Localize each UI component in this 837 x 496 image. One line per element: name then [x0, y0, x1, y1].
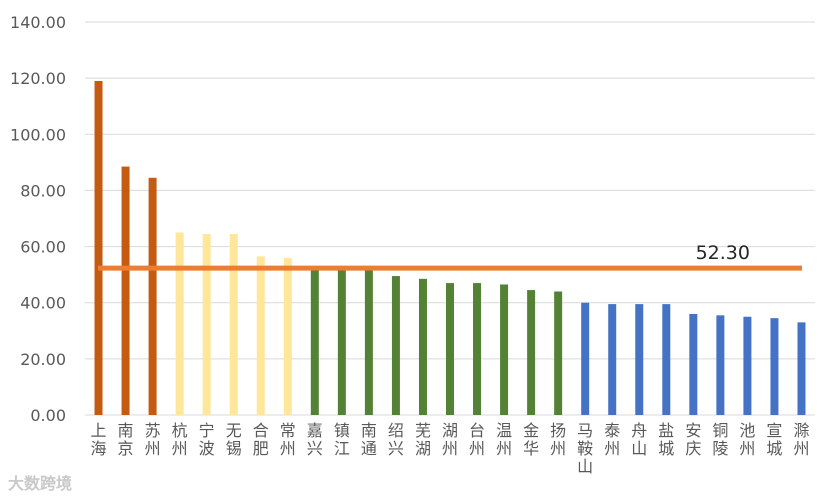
- x-tick-label: 台州: [469, 421, 485, 458]
- x-tick-label: 镇江: [334, 421, 350, 458]
- bar: [94, 80, 103, 415]
- x-tick-label: 滁州: [793, 421, 809, 458]
- x-tick-label: 杭州: [172, 421, 188, 458]
- x-tick-label: 合肥: [253, 421, 269, 458]
- y-tick-label: 80.00: [20, 181, 66, 200]
- bar: [689, 313, 698, 415]
- x-tick-label: 宁波: [199, 421, 215, 458]
- bar: [121, 166, 130, 415]
- bar: [229, 233, 238, 415]
- x-tick-label: 安庆: [685, 421, 701, 458]
- bar: [581, 302, 590, 415]
- x-tick-label: 湖州: [442, 421, 458, 458]
- bar: [256, 256, 265, 415]
- x-tick-label: 宣城: [766, 421, 782, 458]
- bar: [446, 283, 454, 415]
- bar: [770, 318, 779, 415]
- x-tick-label: 马鞍山: [577, 421, 593, 476]
- bar: [202, 233, 211, 415]
- x-tick-label: 扬州: [550, 421, 566, 458]
- bar: [554, 291, 563, 415]
- bar: [743, 316, 752, 415]
- x-tick-label: 芜湖: [415, 421, 431, 458]
- bar: [608, 304, 617, 415]
- bar: [797, 322, 806, 415]
- bar: [635, 304, 644, 415]
- average-line-label: 52.30: [696, 242, 750, 264]
- y-tick-label: 60.00: [20, 238, 66, 257]
- x-tick-label: 池州: [739, 421, 755, 458]
- bar: [662, 304, 671, 415]
- y-tick-label: 100.00: [10, 125, 66, 144]
- x-tick-label: 苏州: [145, 421, 161, 458]
- bar: [364, 269, 373, 415]
- x-tick-label: 泰州: [604, 421, 620, 458]
- bar: [283, 257, 292, 415]
- bar: [418, 278, 427, 415]
- bar: [148, 177, 157, 415]
- bar: [175, 232, 184, 415]
- bar: [310, 269, 319, 415]
- bar: [391, 276, 400, 415]
- x-tick-label: 常州: [280, 421, 296, 458]
- y-tick-label: 0.00: [30, 406, 66, 425]
- x-tick-label: 无锡: [226, 421, 242, 458]
- y-tick-label: 120.00: [10, 69, 66, 88]
- bar: [337, 269, 346, 415]
- watermark: 大数跨境: [8, 470, 72, 494]
- x-tick-label: 舟山: [631, 421, 647, 458]
- y-tick-label: 20.00: [20, 350, 66, 369]
- x-tick-label: 绍兴: [388, 421, 404, 458]
- x-tick-label: 金华: [523, 421, 539, 458]
- bar: [500, 284, 509, 415]
- x-tick-label: 铜陵: [712, 421, 728, 458]
- y-tick-label: 40.00: [20, 294, 66, 313]
- x-tick-label: 南通: [361, 421, 377, 458]
- x-tick-label: 上海: [91, 421, 107, 458]
- x-tick-label: 南京: [118, 421, 134, 458]
- bar: [527, 290, 536, 415]
- bar: [473, 283, 482, 415]
- x-tick-label: 温州: [496, 421, 512, 458]
- y-tick-label: 140.00: [10, 13, 66, 32]
- x-tick-label: 嘉兴: [307, 421, 323, 458]
- x-tick-label: 盐城: [658, 421, 674, 458]
- watermark-text: 大数跨境: [8, 474, 73, 493]
- bar: [716, 315, 725, 415]
